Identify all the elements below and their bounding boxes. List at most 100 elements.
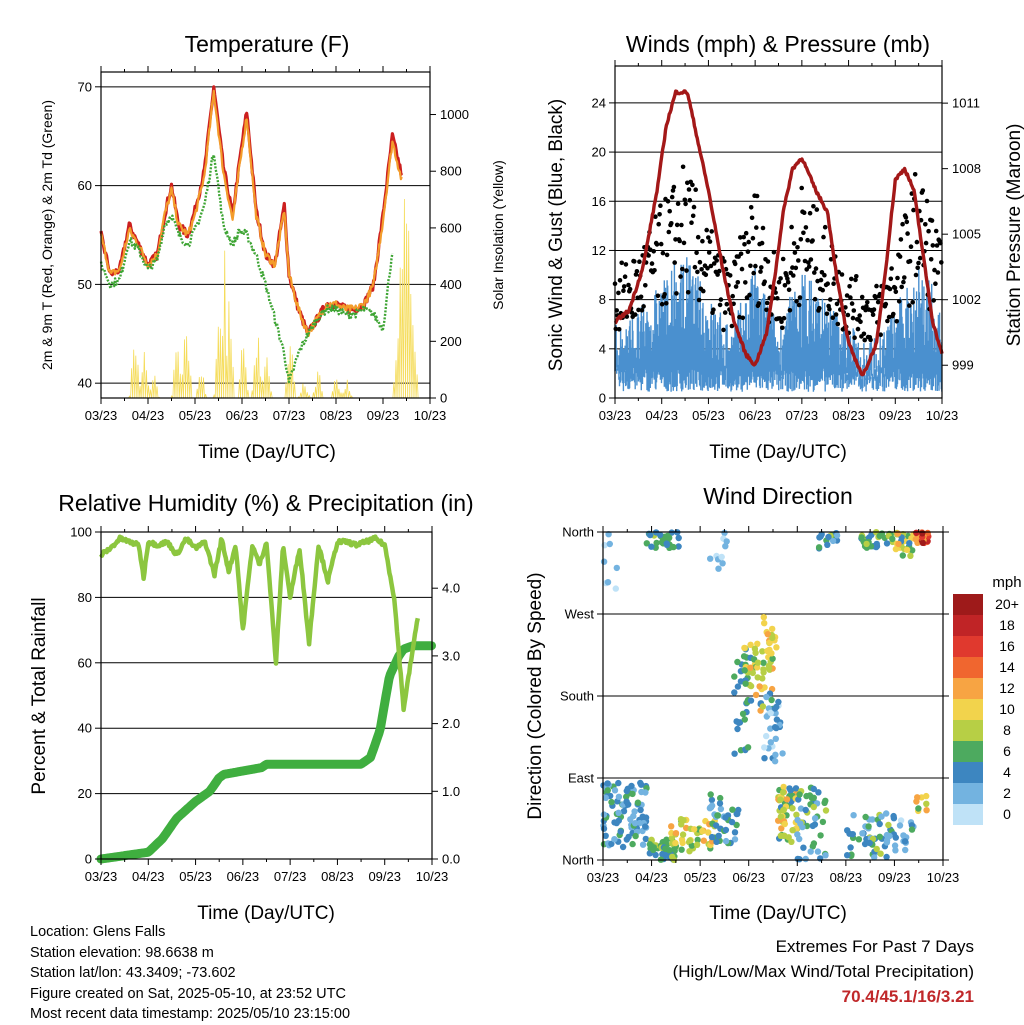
direction-point: [664, 532, 671, 540]
gust-point: [626, 282, 631, 288]
gust-point: [751, 270, 756, 276]
station-location: Location: Glens Falls: [30, 924, 166, 940]
direction-point: [608, 798, 615, 806]
direction-point: [604, 787, 611, 794]
gust-point: [874, 283, 879, 289]
direction-point: [773, 716, 781, 723]
gust-point: [674, 291, 679, 296]
direction-point: [783, 796, 791, 803]
legend-swatch: [953, 762, 983, 783]
direction-point: [778, 825, 785, 832]
gust-point: [652, 268, 657, 273]
direction-point: [800, 844, 807, 851]
gust-point: [902, 275, 907, 280]
gust-point: [621, 284, 627, 289]
direction-point: [642, 823, 649, 830]
gust-point: [888, 276, 894, 282]
gust-point: [864, 304, 869, 309]
direction-point: [678, 846, 685, 853]
direction-point: [761, 755, 768, 762]
gust-point: [885, 318, 890, 324]
direction-point: [604, 579, 612, 586]
direction-point: [617, 828, 624, 835]
gust-point: [732, 261, 738, 267]
direction-point: [714, 812, 721, 819]
gust-point: [830, 315, 836, 321]
gust-point: [686, 187, 692, 192]
direction-point: [717, 805, 725, 813]
gust-point: [627, 286, 633, 292]
gust-point: [749, 215, 755, 221]
direction-point: [883, 540, 891, 547]
y-tick-label: 20: [78, 786, 92, 801]
direction-point: [862, 813, 869, 821]
direction-point: [643, 540, 650, 547]
legend-swatch: [953, 657, 983, 678]
gust-point: [785, 279, 791, 285]
direction-point: [859, 830, 866, 837]
direction-point: [761, 744, 768, 751]
gust-point: [735, 280, 741, 285]
direction-point: [699, 827, 706, 835]
gust-point: [638, 294, 644, 300]
gust-point: [634, 269, 640, 274]
gust-point: [929, 218, 935, 223]
direction-point: [747, 664, 754, 671]
direction-point: [865, 823, 872, 830]
direction-point: [754, 674, 761, 681]
direction-point: [747, 697, 755, 704]
gust-point: [851, 308, 857, 313]
direction-point: [809, 822, 816, 830]
direction-point: [785, 834, 792, 841]
gust-point: [700, 238, 705, 244]
direction-point: [613, 564, 620, 572]
legend-label: 12: [999, 680, 1015, 696]
gust-point: [813, 266, 819, 271]
direction-point: [666, 847, 673, 854]
gust-point: [629, 310, 635, 315]
direction-point: [628, 782, 635, 790]
direction-point: [771, 758, 779, 765]
legend-label: 16: [999, 638, 1015, 654]
direction-point: [642, 789, 649, 796]
speed-legend: mph 20+ 18 16 14 12 10 8 6 4 2 0: [953, 574, 1022, 825]
direction-point: [734, 725, 741, 733]
gust-point: [935, 270, 941, 275]
direction-point: [793, 811, 800, 818]
gust-point: [801, 230, 806, 236]
direction-point: [795, 796, 802, 803]
direction-point: [688, 842, 695, 849]
direction-point: [850, 812, 857, 819]
direction-point: [777, 796, 784, 803]
direction-point: [822, 852, 829, 859]
direction-point: [824, 541, 831, 548]
gust-point: [709, 229, 714, 234]
x-tick-label: 04/23: [645, 408, 678, 423]
legend-swatch: [953, 615, 983, 636]
gust-point: [831, 281, 836, 287]
gust-point: [915, 265, 920, 271]
y-tick-label: 4: [599, 341, 606, 356]
direction-point: [734, 683, 742, 690]
gust-point: [891, 311, 896, 317]
direction-point: [619, 843, 627, 851]
legend-label: 20+: [995, 596, 1019, 612]
gust-point: [775, 296, 780, 301]
direction-point: [718, 553, 725, 561]
y-tick-label: 40: [78, 376, 92, 391]
gust-point: [717, 268, 722, 274]
gust-point: [699, 267, 704, 272]
gust-point: [746, 239, 751, 245]
direction-point: [871, 854, 878, 861]
y2-tick-label: 4.0: [442, 581, 460, 596]
gust-point: [808, 257, 814, 262]
direction-point: [909, 547, 916, 554]
y-tick-label: 100: [70, 525, 92, 540]
x-tick-label: 05/23: [179, 869, 212, 884]
gust-point: [669, 194, 675, 200]
direction-point: [712, 822, 720, 829]
direction-point: [675, 534, 682, 542]
gust-point: [673, 237, 678, 242]
gust-point: [675, 201, 681, 206]
gust-point: [797, 295, 803, 300]
